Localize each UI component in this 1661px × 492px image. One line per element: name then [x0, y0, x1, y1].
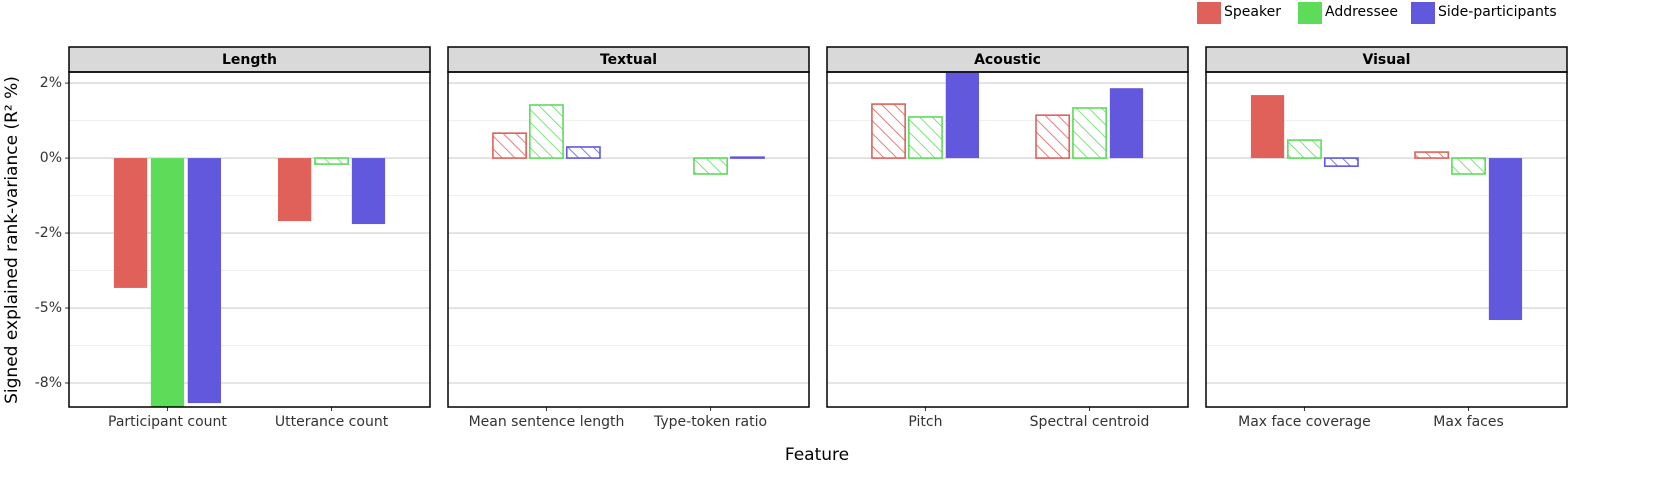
panel-border	[826, 71, 1189, 408]
y-tick-label: 0%	[40, 150, 62, 166]
x-tick-label: Type-token ratio	[653, 414, 767, 430]
bar	[351, 158, 386, 225]
bar	[1488, 158, 1523, 321]
bar	[1072, 107, 1107, 159]
bar	[1250, 95, 1285, 159]
bar	[1323, 157, 1359, 167]
bar	[1287, 139, 1322, 159]
bar	[113, 158, 148, 288]
facet-title: Length	[222, 52, 277, 68]
legend-label: Addressee	[1325, 4, 1398, 20]
panel-border	[1205, 71, 1568, 408]
bar	[187, 158, 221, 404]
bar	[1035, 114, 1071, 159]
legend-swatch	[1411, 2, 1435, 24]
x-tick-label: Mean sentence length	[469, 414, 625, 430]
y-tick-label: -2%	[35, 225, 62, 241]
x-tick-label: Max face coverage	[1238, 414, 1371, 430]
bar	[278, 158, 312, 222]
x-tick-label: Spectral centroid	[1030, 414, 1150, 430]
facet-strip	[68, 46, 431, 73]
panel-border	[68, 71, 431, 408]
legend-swatch	[1298, 2, 1322, 24]
legend-swatch	[1197, 2, 1221, 24]
facet-title: Acoustic	[974, 52, 1041, 68]
bar	[492, 132, 527, 159]
bar	[150, 158, 185, 407]
facet-title: Textual	[600, 52, 657, 68]
facet-title: Visual	[1363, 52, 1411, 68]
x-tick-label: Max faces	[1433, 414, 1504, 430]
y-tick-label: -5%	[35, 300, 62, 316]
panel-border	[447, 71, 810, 408]
bar	[1414, 151, 1450, 159]
x-tick-label: Pitch	[908, 414, 942, 430]
x-tick-label: Participant count	[108, 414, 227, 430]
bar	[908, 116, 943, 159]
bar	[314, 157, 349, 165]
bar	[871, 103, 906, 159]
facet-strip	[447, 46, 810, 73]
legend-label: Side-participants	[1438, 4, 1557, 20]
y-tick-label: 2%	[40, 75, 62, 91]
bar	[693, 157, 728, 175]
legend-label: Speaker	[1224, 4, 1281, 20]
bar	[565, 146, 601, 159]
x-axis-label: Feature	[785, 445, 849, 465]
y-axis-label: Signed explained rank-variance (R² %)	[2, 76, 22, 404]
bar	[1451, 157, 1486, 175]
bar	[730, 156, 765, 159]
x-tick-label: Utterance count	[275, 414, 389, 430]
y-tick-label: -8%	[35, 375, 62, 391]
bar	[945, 72, 979, 159]
bar	[529, 104, 564, 159]
bar	[1109, 88, 1144, 159]
facet-strip	[1205, 46, 1568, 73]
facet-strip	[826, 46, 1189, 73]
